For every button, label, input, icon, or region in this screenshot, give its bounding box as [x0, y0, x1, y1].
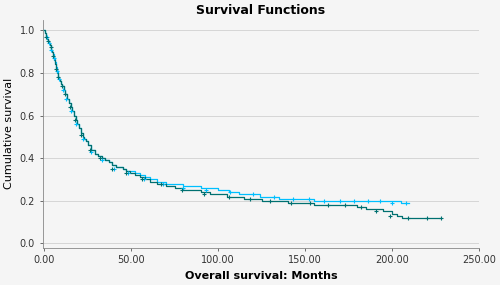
Y-axis label: Cumulative survival: Cumulative survival [4, 78, 14, 189]
Title: Survival Functions: Survival Functions [196, 4, 326, 17]
X-axis label: Overall survival: Months: Overall survival: Months [184, 271, 337, 281]
